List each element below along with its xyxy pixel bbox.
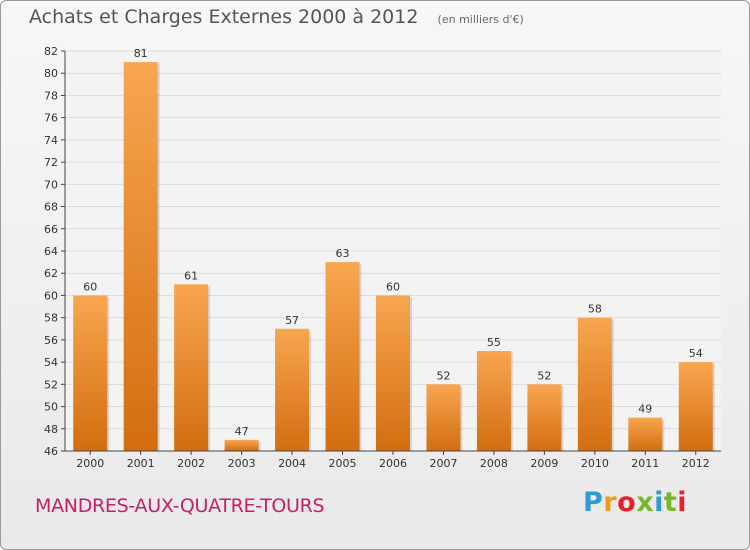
y-tick-label: 68 [44, 201, 58, 214]
data-label-2006: 60 [386, 280, 400, 293]
chart-unit-note: (en milliers d'€) [437, 13, 524, 26]
logo-letter: i [654, 487, 664, 518]
y-tick-label: 80 [44, 67, 58, 80]
y-tick-label: 46 [44, 445, 58, 458]
x-tick-label-2006: 2006 [379, 457, 407, 470]
x-tick-label-2005: 2005 [329, 457, 357, 470]
data-label-2009: 52 [537, 369, 551, 382]
y-tick-label: 74 [44, 134, 58, 147]
logo-letter: t [663, 487, 678, 518]
location-name: MANDRES-AUX-QUATRE-TOURS [35, 495, 325, 517]
data-label-2001: 81 [134, 47, 148, 60]
y-tick-label: 54 [44, 356, 58, 369]
y-tick-label: 58 [44, 312, 58, 325]
bar-2004 [275, 328, 310, 451]
data-label-2004: 57 [285, 314, 299, 327]
x-tick-label-2000: 2000 [76, 457, 104, 470]
data-label-2012: 54 [689, 347, 703, 360]
y-tick-label: 60 [44, 289, 58, 302]
chart-title: Achats et Charges Externes 2000 à 2012 [29, 6, 419, 28]
x-tick-label-2004: 2004 [278, 457, 306, 470]
bar-2001 [123, 62, 158, 451]
logo-letter: o [617, 487, 637, 518]
x-tick-label-2011: 2011 [631, 457, 659, 470]
y-tick-label: 82 [44, 45, 58, 58]
bar-2008 [476, 351, 511, 451]
y-tick-label: 50 [44, 401, 58, 414]
x-tick-label-2008: 2008 [480, 457, 508, 470]
bars: 60 81 61 47 57 63 60 52 55 52 58 49 54 [73, 47, 715, 451]
bar-2005 [325, 262, 360, 451]
bar-2000 [73, 295, 108, 451]
x-tick-label-2012: 2012 [682, 457, 710, 470]
bar-2009 [527, 384, 562, 451]
x-tick-label-2002: 2002 [177, 457, 205, 470]
logo-letter: P [583, 487, 604, 518]
y-tick-label: 48 [44, 423, 58, 436]
bar-2002 [174, 284, 209, 451]
data-label-2008: 55 [487, 336, 501, 349]
y-tick-label: 66 [44, 223, 58, 236]
y-tick-label: 52 [44, 378, 58, 391]
y-tick-label: 62 [44, 267, 58, 280]
bar-2011 [628, 417, 663, 451]
bar-2010 [577, 317, 612, 451]
x-tick-label-2001: 2001 [127, 457, 155, 470]
x-tick-label-2003: 2003 [228, 457, 256, 470]
x-tick-label-2009: 2009 [530, 457, 558, 470]
bar-2003 [224, 439, 259, 451]
bar-2007 [426, 384, 461, 451]
data-label-2005: 63 [336, 247, 350, 260]
logo-letter: r [603, 487, 618, 518]
logo-letter: i [677, 487, 688, 518]
x-tick-label-2007: 2007 [429, 457, 457, 470]
x-tick-label-2010: 2010 [581, 457, 609, 470]
data-label-2000: 60 [83, 280, 97, 293]
y-tick-label: 64 [44, 245, 58, 258]
logo-letter: x [636, 487, 655, 518]
y-tick-label: 76 [44, 112, 58, 125]
y-tick-label: 72 [44, 156, 58, 169]
bar-2006 [376, 295, 410, 451]
y-tick-label: 56 [44, 334, 58, 347]
axes: 46 48 50 52 54 56 58 60 62 64 66 68 70 72 74 76 78 80 82 20… [44, 45, 721, 470]
data-label-2003: 47 [235, 425, 249, 438]
y-tick-label: 78 [44, 89, 58, 102]
chart-header: Achats et Charges Externes 2000 à 2012 (… [29, 6, 524, 28]
data-label-2010: 58 [588, 303, 602, 316]
data-label-2002: 61 [184, 269, 198, 282]
data-label-2007: 52 [436, 369, 450, 382]
y-tick-label: 70 [44, 178, 58, 191]
bar-2012 [678, 362, 713, 451]
data-label-2011: 49 [638, 403, 652, 416]
proxiti-logo: Proxiti [583, 487, 687, 518]
